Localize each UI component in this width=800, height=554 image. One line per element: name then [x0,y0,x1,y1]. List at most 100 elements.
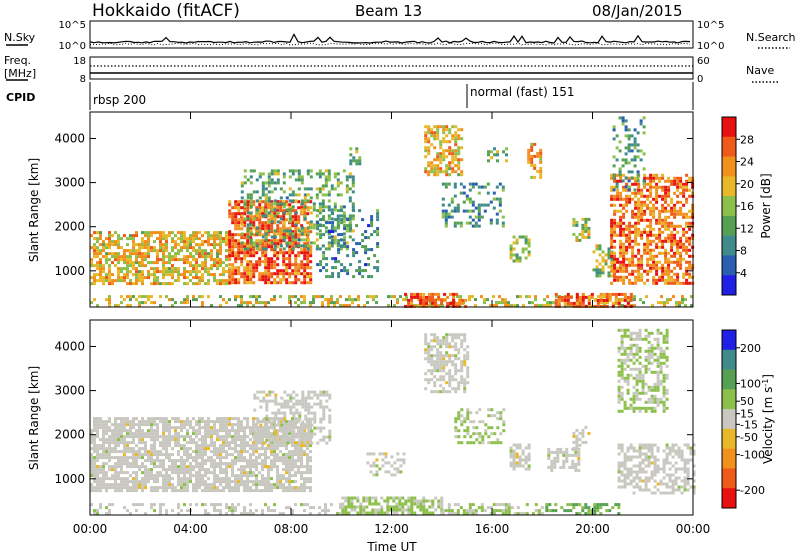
power-cell-2 [321,205,325,209]
power-cell-9 [512,235,516,239]
velocity-cell-0 [309,468,312,472]
power-cell-14 [267,301,270,305]
power-cell-1 [252,275,256,279]
velocity-cell-1 [280,411,284,415]
power-cell-14 [198,295,201,299]
power-cell-14 [540,304,543,308]
velocity-cell-0 [123,417,126,421]
power-cell-1 [294,257,298,261]
power-cell-5 [424,125,428,129]
power-cell-13 [627,128,631,132]
power-cell-9 [527,250,531,254]
velocity-cell-0 [246,435,249,439]
velocity-cell-0 [174,420,177,424]
velocity-cell-0 [120,432,123,436]
power-cell-12 [625,248,629,252]
power-cell-0 [219,240,222,244]
power-cell-0 [183,267,186,271]
velocity-cell-0 [249,462,252,466]
velocity-cell-0 [150,429,153,433]
power-cell-2 [333,205,337,209]
power-cell-2 [324,184,328,188]
velocity-cell-0 [162,432,165,436]
power-cell-1 [246,278,250,282]
velocity-cell-0 [120,480,123,484]
velocity-cell-0 [207,456,210,460]
power-cell-0 [165,282,168,286]
power-cell-5 [451,152,455,156]
power-cell-1 [234,221,238,225]
velocity-cell-0 [201,417,204,421]
power-cell-1 [243,221,247,225]
power-cell-0 [132,249,135,253]
power-cell-7 [527,157,531,161]
velocity-cell-2 [442,339,446,343]
power-cell-2 [345,187,349,191]
power-cell-15 [419,295,423,299]
power-cell-16 [575,292,579,296]
velocity-cell-1 [259,429,263,433]
velocity-cell-0 [96,477,99,481]
power-cell-2 [240,181,244,185]
power-cell-0 [222,273,225,277]
power-cell-0 [114,231,117,235]
velocity-cell-2 [436,336,440,340]
velocity-cell-0 [207,486,210,490]
velocity-cell-0 [114,426,117,430]
power-cell-3 [331,266,335,270]
power-cell-14 [150,295,153,299]
power-cell-15 [458,301,462,305]
velocity-cell-1 [292,396,296,400]
power-cell-0 [195,237,198,241]
power-cell-12 [661,173,665,177]
power-cell-15 [425,304,429,308]
power-cell-14 [264,304,267,308]
power-cell-1 [234,260,238,264]
power-cell-9 [515,256,519,260]
power-cell-14 [240,304,243,308]
velocity-cell-0 [237,420,240,424]
power-cell-12 [670,224,674,228]
velocity-cell-0 [153,450,156,454]
power-cell-2 [312,241,316,245]
velocity-cell-0 [219,468,222,472]
velocity-cell-0 [288,486,291,490]
power-cell-0 [114,240,117,244]
velocity-cell-1 [265,423,269,427]
power-cell-2 [282,202,286,206]
power-cell-16 [581,304,585,308]
power-cell-0 [141,243,144,247]
velocity-cell-0 [150,477,153,481]
power-cell-3 [328,275,332,279]
velocity-cell-0 [246,477,249,481]
velocity-cell-0 [225,435,228,439]
power-cell-5 [451,134,455,138]
power-cell-2 [252,217,256,221]
power-cell-0 [201,264,204,268]
power-cell-14 [645,295,648,299]
power-cell-13 [636,131,640,135]
power-cell-12 [658,278,662,282]
power-cell-12 [670,245,674,249]
velocity-cell-0 [225,450,228,454]
power-cell-12 [688,227,692,231]
velocity-cell-0 [267,456,270,460]
velocity-cell-0 [156,480,159,484]
power-cell-14 [663,304,666,308]
velocity-cell-1 [265,408,269,412]
power-cell-1 [276,209,280,213]
velocity-cell-0 [246,420,249,424]
velocity-cell-0 [180,468,183,472]
power-cell-1 [246,260,250,264]
power-cell-13 [627,179,631,183]
power-cell-0 [189,252,192,256]
power-cell-14 [678,304,681,308]
velocity-cell-0 [147,420,150,424]
power-cell-0 [195,261,198,265]
power-cell-2 [252,244,256,248]
velocity-cell-0 [243,468,246,472]
power-cell-1 [258,200,262,204]
power-cell-3 [322,209,326,213]
power-cell-14 [159,295,162,299]
power-cell-1 [303,275,307,279]
